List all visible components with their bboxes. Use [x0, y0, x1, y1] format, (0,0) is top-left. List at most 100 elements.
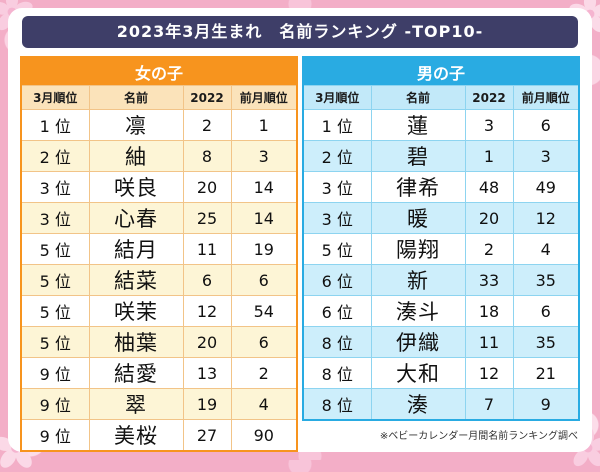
- year2022-cell: 11: [464, 326, 514, 358]
- prev-month-cell: 6: [230, 326, 298, 358]
- column-header-march-rank: 3月順位: [20, 85, 90, 110]
- prev-month-cell: 2: [230, 357, 298, 389]
- rank-cell: 9 位: [20, 357, 90, 389]
- prev-month-cell: 90: [230, 419, 298, 452]
- rank-cell: 8 位: [302, 388, 372, 421]
- year2022-cell: 11: [182, 233, 232, 265]
- rank-cell: 2 位: [302, 140, 372, 172]
- name-cell: 咲良: [88, 171, 184, 203]
- table-row: 5 位柚葉 20 6: [20, 326, 298, 358]
- prev-month-cell: 6: [512, 295, 580, 327]
- name-cell: 凛: [88, 109, 184, 141]
- rank-cell: 1 位: [20, 109, 90, 141]
- name-cell: 美桜: [88, 419, 184, 452]
- year2022-cell: 13: [182, 357, 232, 389]
- rank-cell: 6 位: [302, 264, 372, 296]
- table-row: 9 位翠 19 4: [20, 388, 298, 420]
- page-title: 2023年3月生まれ 名前ランキング -TOP10-: [22, 16, 578, 48]
- name-cell: 蓮: [370, 109, 466, 141]
- year2022-cell: 20: [182, 171, 232, 203]
- rank-cell: 5 位: [20, 295, 90, 327]
- column-header-name: 名前: [370, 85, 466, 110]
- rank-cell: 8 位: [302, 326, 372, 358]
- name-cell: 陽翔: [370, 233, 466, 265]
- table-row: 5 位陽翔 2 4: [302, 233, 580, 265]
- table-row: 5 位結菜 6 6: [20, 264, 298, 296]
- table-row: 6 位湊斗 18 6: [302, 295, 580, 327]
- year2022-cell: 3: [464, 109, 514, 141]
- year2022-cell: 33: [464, 264, 514, 296]
- prev-month-cell: 14: [230, 202, 298, 234]
- rank-cell: 5 位: [20, 233, 90, 265]
- rank-cell: 5 位: [20, 264, 90, 296]
- rank-cell: 2 位: [20, 140, 90, 172]
- content-panel: 2023年3月生まれ 名前ランキング -TOP10- 女の子 3月順位 名前 2…: [8, 8, 592, 452]
- prev-month-cell: 21: [512, 357, 580, 389]
- table-row: 8 位伊織 11 35: [302, 326, 580, 358]
- rank-cell: 1 位: [302, 109, 372, 141]
- name-cell: 湊: [370, 388, 466, 421]
- prev-month-cell: 9: [512, 388, 580, 421]
- prev-month-cell: 54: [230, 295, 298, 327]
- rank-cell: 3 位: [302, 202, 372, 234]
- table-row: 9 位結愛 13 2: [20, 357, 298, 389]
- column-header-name: 名前: [88, 85, 184, 110]
- table-row: 3 位律希 48 49: [302, 171, 580, 203]
- name-cell: 新: [370, 264, 466, 296]
- prev-month-cell: 14: [230, 171, 298, 203]
- rank-cell: 8 位: [302, 357, 372, 389]
- name-cell: 柚葉: [88, 326, 184, 358]
- column-header-2022: 2022: [182, 85, 232, 110]
- year2022-cell: 8: [182, 140, 232, 172]
- name-cell: 翠: [88, 388, 184, 420]
- rank-cell: 5 位: [20, 326, 90, 358]
- name-cell: 大和: [370, 357, 466, 389]
- year2022-cell: 7: [464, 388, 514, 421]
- rank-cell: 3 位: [20, 202, 90, 234]
- name-cell: 結愛: [88, 357, 184, 389]
- prev-month-cell: 35: [512, 264, 580, 296]
- prev-month-cell: 4: [230, 388, 298, 420]
- year2022-cell: 1: [464, 140, 514, 172]
- table-row: 8 位大和 12 21: [302, 357, 580, 389]
- year2022-cell: 19: [182, 388, 232, 420]
- rank-cell: 6 位: [302, 295, 372, 327]
- table-row: 3 位咲良 20 14: [20, 171, 298, 203]
- name-cell: 暖: [370, 202, 466, 234]
- table-row: 5 位結月 11 19: [20, 233, 298, 265]
- prev-month-cell: 35: [512, 326, 580, 358]
- year2022-cell: 18: [464, 295, 514, 327]
- name-cell: 結月: [88, 233, 184, 265]
- table-row: 3 位心春 25 14: [20, 202, 298, 234]
- rank-cell: 3 位: [20, 171, 90, 203]
- boys-column-headers: 3月順位 名前 2022 前月順位: [302, 85, 580, 110]
- prev-month-cell: 49: [512, 171, 580, 203]
- table-row: 6 位新 33 35: [302, 264, 580, 296]
- name-cell: 碧: [370, 140, 466, 172]
- source-note: ※ベビーカレンダー月間名前ランキング調べ: [379, 431, 578, 442]
- name-cell: 伊織: [370, 326, 466, 358]
- name-cell: 咲茉: [88, 295, 184, 327]
- column-header-prev-month: 前月順位: [230, 85, 298, 110]
- rank-cell: 5 位: [302, 233, 372, 265]
- prev-month-cell: 19: [230, 233, 298, 265]
- name-cell: 律希: [370, 171, 466, 203]
- column-header-prev-month: 前月順位: [512, 85, 580, 110]
- rank-cell: 3 位: [302, 171, 372, 203]
- name-cell: 湊斗: [370, 295, 466, 327]
- prev-month-cell: 1: [230, 109, 298, 141]
- prev-month-cell: 6: [230, 264, 298, 296]
- year2022-cell: 20: [464, 202, 514, 234]
- prev-month-cell: 3: [512, 140, 580, 172]
- year2022-cell: 20: [182, 326, 232, 358]
- table-row: 9 位美桜 27 90: [20, 419, 298, 452]
- girls-table-header: 女の子: [20, 56, 298, 86]
